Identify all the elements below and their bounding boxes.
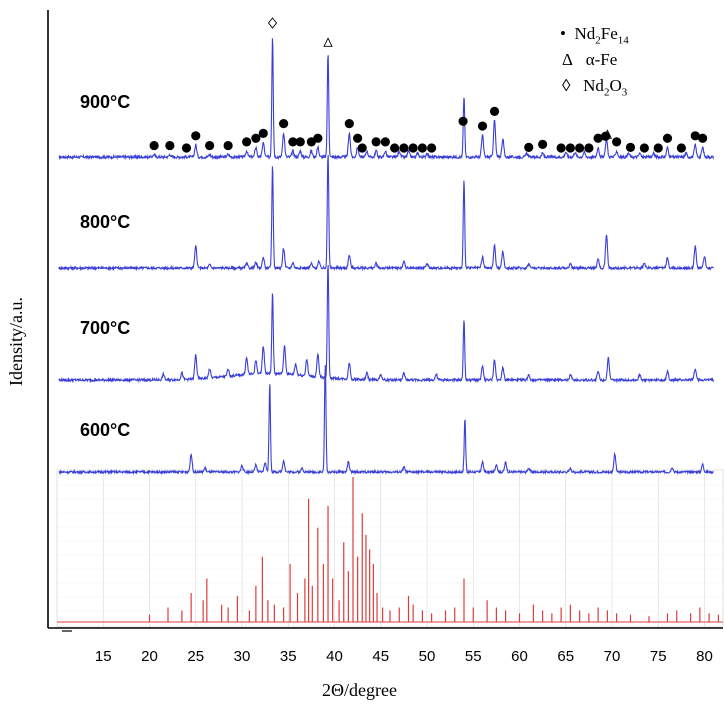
trace-700: [58, 265, 715, 384]
reference-panel: [56, 469, 724, 628]
nd2fe14-marker-icon: [676, 143, 686, 153]
nd2fe14-marker-icon: [390, 143, 400, 153]
nd2fe14-marker-icon: [584, 143, 594, 153]
nd2fe14-marker-icon: [251, 133, 261, 143]
nd2fe14-marker-icon: [279, 119, 289, 129]
nd2fe14-marker-icon: [149, 140, 159, 151]
legend-nd2o3: ◊ Nd2O3: [562, 76, 628, 99]
legend-diamond-icon: ◊: [562, 76, 571, 95]
nd2fe14-marker-icon: [575, 143, 585, 153]
nd2fe14-marker-icon: [408, 143, 418, 153]
x-tick-label: 15: [94, 648, 112, 665]
x-tick-label: 30: [233, 648, 251, 665]
x-tick-label: 75: [649, 648, 667, 665]
legend-alpha-fe: Δ α-Fe: [562, 50, 618, 69]
legend-triangle-icon: Δ: [562, 50, 573, 69]
nd2fe14-marker-icon: [295, 137, 305, 147]
nd2fe14-marker-icon: [698, 133, 708, 143]
nd2fe14-marker-icon: [399, 143, 409, 153]
nd2fe14-marker-icon: [223, 140, 233, 151]
nd2fe14-marker-icon: [344, 119, 354, 129]
trace-900: [58, 38, 715, 161]
alpha-fe-marker-icon: [323, 37, 333, 47]
x-tick-label: 70: [603, 648, 621, 665]
nd2fe14-marker-icon: [242, 137, 252, 147]
x-tick-label: 50: [418, 648, 436, 665]
nd2fe14-marker-icon: [371, 137, 381, 147]
series-label-700: 700°C: [80, 318, 131, 338]
nd2fe14-marker-icon: [690, 131, 700, 141]
nd2fe14-marker-icon: [417, 143, 427, 153]
x-tick-label: 55: [464, 648, 482, 665]
nd2fe14-marker-icon: [565, 143, 575, 153]
series-label-600: 600°C: [80, 420, 131, 440]
nd2fe14-marker-icon: [380, 137, 390, 147]
x-axis-label: 2Θ/degree: [322, 680, 397, 700]
series-label-900: 900°C: [80, 92, 131, 112]
alpha-fe-marker-icon: [602, 129, 613, 139]
nd2fe14-marker-icon: [458, 116, 468, 126]
nd2fe14-marker-icon: [205, 140, 215, 151]
nd2fe14-marker-icon: [288, 137, 298, 147]
nd2fe14-marker-icon: [357, 143, 367, 153]
nd2fe14-marker-icon: [538, 139, 548, 149]
nd2fe14-marker-icon: [258, 128, 268, 138]
nd2fe14-marker-icon: [524, 142, 534, 152]
x-tick-label: 40: [326, 648, 343, 665]
legend-nd2fe14: • Nd2Fe14: [560, 24, 629, 47]
nd2fe14-marker-icon: [477, 121, 488, 131]
x-tick-label: 60: [511, 648, 528, 665]
nd2fe14-marker-icon: [625, 142, 636, 152]
nd2fe14-marker-icon: [165, 140, 175, 151]
x-tick-label: 20: [141, 648, 158, 665]
nd2fe14-marker-icon: [427, 143, 437, 153]
nd2fe14-marker-icon: [353, 133, 363, 143]
x-tick-label: 25: [187, 648, 205, 665]
nd2fe14-marker-icon: [313, 133, 323, 143]
trace-600: [58, 365, 715, 476]
x-tick-label: 80: [696, 648, 713, 665]
nd2fe14-marker-icon: [639, 143, 649, 153]
nd2fe14-marker-icon: [181, 143, 192, 153]
trace-800: [58, 154, 714, 272]
nd2fe14-marker-icon: [489, 106, 500, 116]
nd2fe14-marker-icon: [556, 143, 566, 153]
nd2fe14-marker-icon: [653, 143, 663, 153]
legend-dot-icon: •: [560, 24, 566, 43]
y-axis-label: Idensity/a.u.: [6, 297, 26, 386]
nd2fe14-marker-icon: [612, 137, 622, 147]
x-tick-label: 65: [557, 648, 575, 665]
reference-pattern: [57, 477, 723, 623]
x-tick-label: 45: [372, 648, 390, 665]
series-label-800: 800°C: [80, 212, 131, 232]
nd2fe14-marker-icon: [191, 131, 201, 141]
nd2fe14-marker-icon: [662, 133, 673, 143]
nd2fe14-marker-icon: [593, 133, 603, 143]
nd2o3-marker-icon: [267, 17, 278, 29]
x-tick-label: 35: [279, 648, 297, 665]
